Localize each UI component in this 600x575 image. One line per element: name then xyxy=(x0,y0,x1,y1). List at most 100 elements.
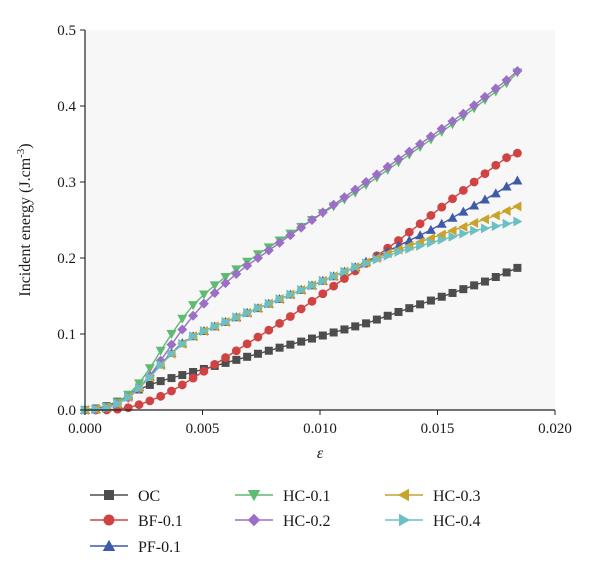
data-point-bf-0-1 xyxy=(123,403,133,413)
x-tick-label: 0.000 xyxy=(68,421,102,437)
data-point-bf-0-1 xyxy=(221,353,230,362)
data-point-hc-0-1 xyxy=(220,273,231,282)
data-point-hc-0-4 xyxy=(275,294,285,305)
data-point-pf-0-1 xyxy=(501,181,512,191)
legend-marker-oc xyxy=(104,490,114,500)
y-axis-label: Incident energy (J.cm-3) xyxy=(15,143,34,296)
data-point-oc xyxy=(448,288,457,297)
data-point-hc-0-2 xyxy=(188,310,199,321)
data-point-hc-0-3 xyxy=(458,221,468,232)
data-point-hc-0-1 xyxy=(188,301,199,311)
data-point-bf-0-1 xyxy=(285,312,295,321)
data-point-hc-0-4 xyxy=(491,221,501,232)
data-point-oc xyxy=(437,292,446,301)
y-axis-label-suffix: ) xyxy=(17,143,34,148)
data-point-pf-0-1 xyxy=(415,230,426,240)
data-point-pf-0-1 xyxy=(469,200,480,210)
data-point-hc-0-1 xyxy=(177,314,188,324)
data-point-hc-0-3 xyxy=(436,229,446,240)
data-point-hc-0-3 xyxy=(469,218,479,229)
legend-label-bf-0-1: BF-0.1 xyxy=(138,513,183,530)
data-point-oc xyxy=(372,315,381,324)
legend-marker-bf-0-1 xyxy=(103,514,115,526)
data-point-hc-0-4 xyxy=(383,250,393,261)
data-point-bf-0-1 xyxy=(307,296,317,306)
data-point-hc-0-1 xyxy=(198,290,209,300)
data-point-hc-0-3 xyxy=(501,205,511,216)
data-point-pf-0-1 xyxy=(490,188,501,198)
data-point-hc-0-2 xyxy=(458,108,469,119)
data-point-oc xyxy=(351,322,360,331)
data-point-oc xyxy=(243,352,252,361)
x-axis-label: ε xyxy=(317,445,324,462)
data-point-hc-0-1 xyxy=(155,346,166,356)
data-point-hc-0-2 xyxy=(361,177,372,187)
data-point-oc xyxy=(426,296,435,305)
data-point-hc-0-4 xyxy=(405,243,415,254)
data-point-hc-0-2 xyxy=(166,339,177,350)
data-point-oc xyxy=(178,371,187,380)
data-point-bf-0-1 xyxy=(513,148,522,158)
data-point-hc-0-2 xyxy=(393,154,404,165)
data-point-hc-0-2 xyxy=(177,324,188,335)
data-point-bf-0-1 xyxy=(458,185,468,195)
legend-item-bf-0-1: BF-0.1 xyxy=(90,513,183,530)
data-point-hc-0-4 xyxy=(362,258,372,269)
data-point-hc-0-4 xyxy=(145,372,155,383)
data-point-oc xyxy=(275,343,284,352)
data-point-bf-0-1 xyxy=(437,202,447,212)
data-point-hc-0-3 xyxy=(490,210,500,221)
data-point-bf-0-1 xyxy=(329,281,339,291)
legend-label-pf-0-1: PF-0.1 xyxy=(138,539,181,556)
data-point-bf-0-1 xyxy=(145,396,155,406)
data-point-hc-0-2 xyxy=(479,91,490,102)
data-point-hc-0-2 xyxy=(382,161,393,172)
data-point-hc-0-2 xyxy=(263,245,274,256)
data-point-hc-0-2 xyxy=(350,184,361,195)
data-point-hc-0-4 xyxy=(340,266,350,277)
data-point-hc-0-4 xyxy=(318,275,328,286)
legend: OC BF-0.1 PF-0.1 HC-0.1 HC-0.2 HC-0.3 HC-0.4 xyxy=(90,488,481,556)
data-point-hc-0-4 xyxy=(91,404,101,415)
data-point-hc-0-4 xyxy=(199,325,209,336)
x-tick-label: 0.010 xyxy=(303,421,337,437)
data-point-bf-0-1 xyxy=(318,289,328,299)
data-point-pf-0-1 xyxy=(479,194,490,204)
data-point-oc xyxy=(362,319,371,328)
data-point-oc xyxy=(329,328,338,337)
data-point-oc xyxy=(470,281,479,290)
y-tick-label: 0.3 xyxy=(57,175,76,191)
y-tick-label: 0.0 xyxy=(57,403,76,419)
data-point-pf-0-1 xyxy=(512,175,523,185)
legend-marker-hc-0-3 xyxy=(397,488,409,502)
data-point-hc-0-2 xyxy=(231,268,242,279)
data-point-hc-0-4 xyxy=(210,321,220,332)
data-point-hc-0-1 xyxy=(209,281,220,291)
data-point-hc-0-4 xyxy=(286,289,296,300)
data-point-hc-0-4 xyxy=(243,307,253,318)
data-point-pf-0-1 xyxy=(447,212,458,222)
data-point-hc-0-2 xyxy=(425,131,436,142)
data-point-bf-0-1 xyxy=(264,325,274,335)
data-point-hc-0-4 xyxy=(459,228,469,239)
data-point-bf-0-1 xyxy=(404,227,414,237)
data-point-bf-0-1 xyxy=(426,211,436,220)
data-point-hc-0-4 xyxy=(221,316,231,327)
data-point-hc-0-4 xyxy=(513,216,523,227)
data-point-hc-0-2 xyxy=(198,298,209,309)
data-point-hc-0-2 xyxy=(501,75,512,86)
data-point-hc-0-4 xyxy=(308,280,318,291)
data-point-hc-0-4 xyxy=(329,271,339,282)
data-point-hc-0-2 xyxy=(274,237,285,248)
data-point-oc xyxy=(232,355,241,364)
data-point-bf-0-1 xyxy=(469,177,479,187)
data-point-bf-0-1 xyxy=(231,346,241,356)
data-point-hc-0-1 xyxy=(166,330,177,339)
data-point-bf-0-1 xyxy=(502,153,511,163)
data-point-oc xyxy=(480,277,489,286)
ticks-layer: 0.000 0.005 0.010 0.015 0.020 0.0 0.1 0.2 0.3 0.4… xyxy=(57,23,572,437)
legend-label-hc-0-2: HC-0.2 xyxy=(283,513,331,530)
data-point-hc-0-4 xyxy=(437,234,447,245)
data-point-hc-0-2 xyxy=(296,222,307,233)
data-point-hc-0-4 xyxy=(167,348,177,359)
